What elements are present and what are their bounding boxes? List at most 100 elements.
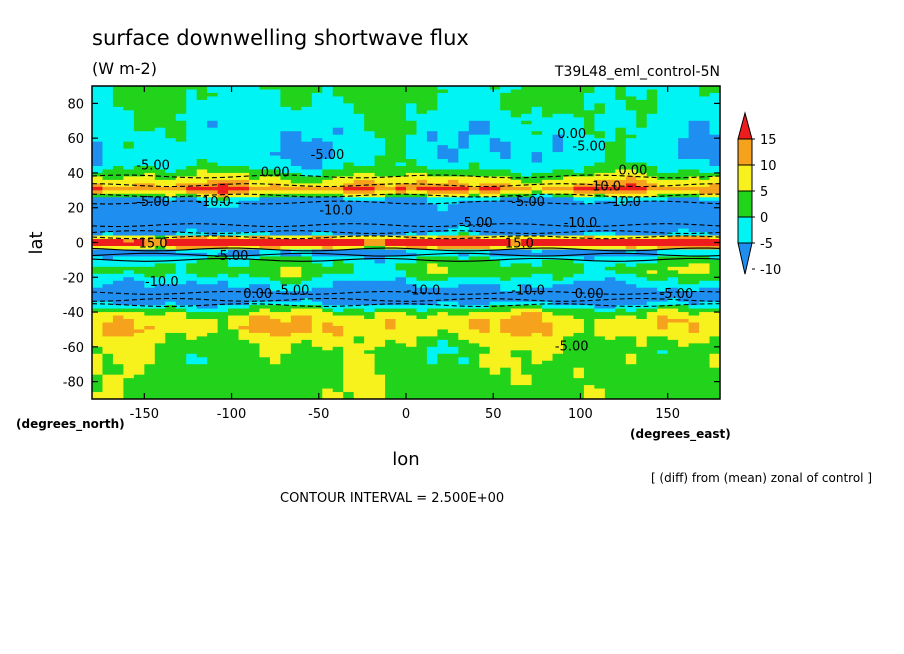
field-cell — [709, 353, 721, 358]
field-cell — [573, 273, 585, 278]
field-cell — [364, 145, 375, 149]
field-cell — [667, 124, 679, 129]
field-cell — [228, 120, 239, 125]
field-cell — [217, 228, 229, 233]
field-cell — [238, 343, 250, 348]
field-cell — [374, 99, 386, 104]
field-cell — [678, 162, 689, 167]
field-cell — [489, 214, 501, 219]
field-cell — [154, 298, 166, 303]
field-cell — [259, 214, 271, 219]
field-cell — [416, 367, 428, 372]
field-cell — [154, 353, 166, 358]
field-cell — [489, 134, 501, 139]
field-cell — [699, 99, 710, 104]
field-cell — [479, 99, 491, 104]
field-cell — [479, 92, 491, 97]
field-cell — [552, 277, 564, 282]
field-cell — [228, 298, 239, 303]
field-cell — [280, 117, 292, 122]
field-cell — [311, 294, 323, 299]
field-cell — [625, 141, 637, 146]
field-cell — [500, 134, 512, 139]
field-cell — [678, 141, 689, 146]
field-cell — [552, 325, 564, 330]
field-cell — [353, 172, 365, 177]
field-cell — [416, 165, 428, 170]
field-cell — [301, 280, 313, 285]
field-cell — [688, 96, 700, 101]
field-cell — [657, 96, 669, 101]
field-cell — [144, 343, 156, 348]
field-cell — [374, 183, 386, 188]
field-cell — [667, 89, 679, 94]
field-cell — [426, 138, 438, 143]
field-cell — [280, 204, 292, 209]
field-cell — [510, 186, 522, 191]
field-cell — [489, 148, 501, 153]
field-cell — [678, 287, 689, 292]
field-cell — [625, 367, 637, 372]
field-cell — [447, 235, 459, 240]
field-cell — [385, 183, 396, 188]
field-cell — [573, 235, 585, 240]
field-cell — [426, 124, 438, 129]
field-cell — [165, 193, 177, 198]
field-cell — [123, 148, 135, 153]
field-cell — [133, 266, 145, 271]
field-cell — [542, 152, 553, 156]
field-cell — [500, 214, 512, 219]
field-cell — [657, 120, 669, 125]
field-cell — [458, 106, 470, 111]
field-cell — [468, 315, 480, 320]
field-cell — [269, 86, 281, 90]
field-cell — [521, 204, 532, 209]
field-cell — [688, 110, 700, 115]
field-cell — [186, 305, 198, 309]
field-cell — [552, 89, 564, 94]
field-cell — [238, 89, 250, 94]
field-cell — [343, 124, 355, 129]
field-cell — [521, 266, 532, 271]
field-cell — [709, 113, 721, 118]
field-cell — [615, 294, 627, 299]
field-cell — [269, 211, 281, 216]
field-cell — [364, 225, 375, 229]
field-cell — [353, 117, 365, 122]
field-cell — [500, 235, 512, 240]
field-cell — [604, 148, 616, 153]
field-cell — [636, 360, 648, 365]
field-cell — [646, 103, 658, 108]
field-cell — [625, 301, 637, 306]
field-cell — [92, 183, 103, 188]
field-cell — [353, 96, 365, 101]
field-cell — [92, 113, 103, 118]
field-cell — [238, 211, 250, 216]
field-cell — [280, 325, 292, 330]
field-cell — [615, 221, 627, 226]
field-cell — [489, 235, 501, 240]
field-cell — [510, 124, 522, 129]
field-cell — [521, 152, 532, 156]
field-cell — [625, 242, 637, 247]
field-cell — [102, 162, 114, 167]
field-cell — [437, 190, 449, 195]
field-cell — [196, 155, 208, 160]
field-cell — [364, 249, 375, 254]
field-cell — [207, 374, 218, 379]
field-cell — [437, 322, 449, 327]
field-cell — [625, 207, 637, 212]
field-cell — [353, 360, 365, 365]
field-cell — [280, 256, 292, 261]
field-cell — [133, 284, 145, 289]
field-cell — [133, 259, 145, 264]
field-cell — [646, 197, 658, 202]
field-cell — [699, 291, 710, 296]
field-cell — [625, 336, 637, 341]
field-cell — [604, 232, 616, 236]
field-cell — [144, 242, 156, 247]
field-cell — [364, 343, 375, 348]
field-cell — [123, 287, 135, 292]
field-cell — [646, 350, 658, 355]
field-cell — [667, 197, 679, 202]
